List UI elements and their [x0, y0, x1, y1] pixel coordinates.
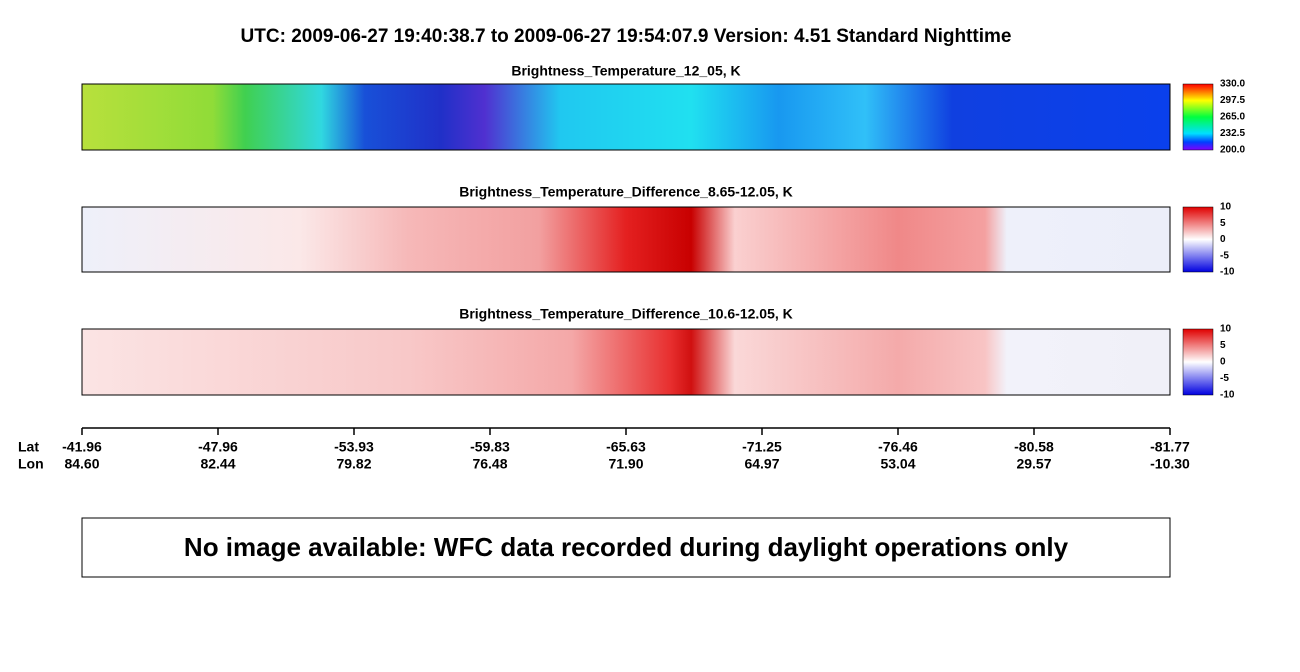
colorbar-tick-label: 5: [1220, 340, 1226, 351]
colorbar-tick-label: 330.0: [1220, 79, 1245, 90]
lon-tick-label: 84.60: [64, 456, 99, 472]
colorbar-tick-label: -10: [1220, 390, 1235, 401]
lon-tick-label: -10.30: [1150, 456, 1190, 472]
lon-label: Lon: [18, 456, 44, 472]
lat-tick-label: -65.63: [606, 439, 646, 455]
colorbar-tick-label: -5: [1220, 250, 1229, 261]
colorbar-tick-label: -10: [1220, 267, 1235, 278]
lat-tick-label: -76.46: [878, 439, 918, 455]
lat-tick-label: -41.96: [62, 439, 102, 455]
lat-tick-label: -71.25: [742, 439, 782, 455]
colorbar-tick-label: 297.5: [1220, 95, 1245, 106]
notice-box: [81, 517, 1171, 578]
lon-tick-label: 82.44: [200, 456, 235, 472]
lon-tick-label: 53.04: [880, 456, 915, 472]
panel-title: Brightness_Temperature_12_05, K: [511, 63, 740, 79]
lon-tick-label: 79.82: [336, 456, 371, 472]
lon-tick-label: 29.57: [1016, 456, 1051, 472]
colorbar-tick-label: 0: [1220, 357, 1226, 368]
lat-label: Lat: [18, 439, 39, 455]
colorbar-tick-label: 10: [1220, 202, 1232, 213]
colorbar-tick-label: 5: [1220, 218, 1226, 229]
colorbar: [1182, 328, 1214, 396]
colorbar-tick-label: -5: [1220, 373, 1229, 384]
lat-tick-label: -59.83: [470, 439, 510, 455]
notice: No image available: WFC data recorded du…: [184, 532, 1069, 562]
lon-tick-label: 64.97: [744, 456, 779, 472]
colorbar: [1182, 206, 1214, 273]
colorbar-tick-label: 232.5: [1220, 128, 1245, 139]
colorbar-tick-label: 0: [1220, 234, 1226, 245]
colorbar-tick-label: 200.0: [1220, 145, 1245, 156]
panel-title: Brightness_Temperature_Difference_8.65-1…: [459, 184, 793, 200]
lat-tick-label: -80.58: [1014, 439, 1054, 455]
colorbar-tick-label: 265.0: [1220, 112, 1245, 123]
lon-tick-label: 71.90: [608, 456, 643, 472]
panel-title: Brightness_Temperature_Difference_10.6-1…: [459, 306, 793, 322]
lat-tick-label: -47.96: [198, 439, 238, 455]
title: UTC: 2009-06-27 19:40:38.7 to 2009-06-27…: [241, 26, 1012, 47]
colorbar: [1182, 83, 1214, 151]
image-panel: [81, 328, 1171, 396]
lon-tick-label: 76.48: [472, 456, 507, 472]
lat-tick-label: -53.93: [334, 439, 374, 455]
lat-tick-label: -81.77: [1150, 439, 1190, 455]
image-panel: [81, 206, 1171, 273]
colorbar-tick-label: 10: [1220, 324, 1232, 335]
image-panel: [81, 83, 1171, 151]
